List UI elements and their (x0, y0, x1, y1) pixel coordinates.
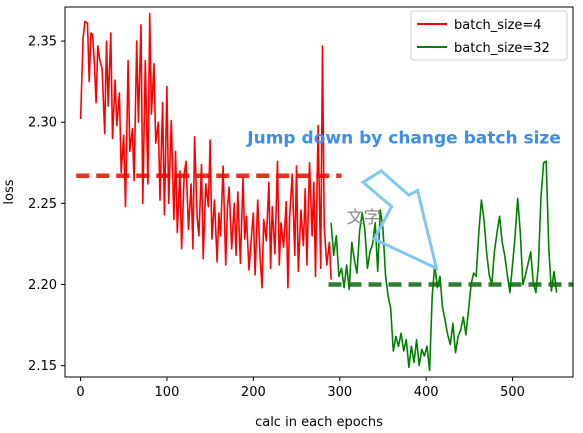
watermark-label: 文字 (347, 208, 381, 228)
annotation-label: Jump down by change batch size (246, 128, 561, 148)
y-tick-label: 2.15 (28, 359, 57, 374)
x-tick-label: 100 (155, 385, 180, 400)
x-tick-label: 300 (327, 385, 352, 400)
plot-frame (64, 6, 574, 378)
legend-box (410, 10, 568, 61)
series-line-batch-size-4 (79, 12, 332, 289)
series-line-batch-size-32 (330, 160, 558, 372)
legend-label-batch-size-32: batch_size=32 (454, 41, 550, 56)
arrow-shape (360, 169, 439, 271)
y-axis-ticks: 2.15 2.20 2.25 2.30 2.35 (28, 35, 65, 374)
x-tick-label: 500 (500, 385, 525, 400)
y-tick-label: 2.25 (28, 197, 57, 212)
annotation-arrow (360, 169, 439, 271)
legend-label-batch-size-4: batch_size=4 (454, 18, 542, 33)
x-axis-label: calc in each epochs (255, 415, 383, 430)
x-tick-label: 0 (76, 385, 84, 400)
y-tick-label: 2.30 (28, 116, 57, 131)
x-tick-label: 200 (241, 385, 266, 400)
legend: batch_size=4 batch_size=32 (410, 10, 568, 61)
x-tick-label: 400 (414, 385, 439, 400)
x-axis-ticks: 0 100 200 300 400 500 (76, 377, 525, 400)
y-tick-label: 2.35 (28, 35, 57, 50)
y-tick-label: 2.20 (28, 278, 57, 293)
series-group (79, 12, 558, 372)
y-axis-label: loss (2, 179, 17, 204)
